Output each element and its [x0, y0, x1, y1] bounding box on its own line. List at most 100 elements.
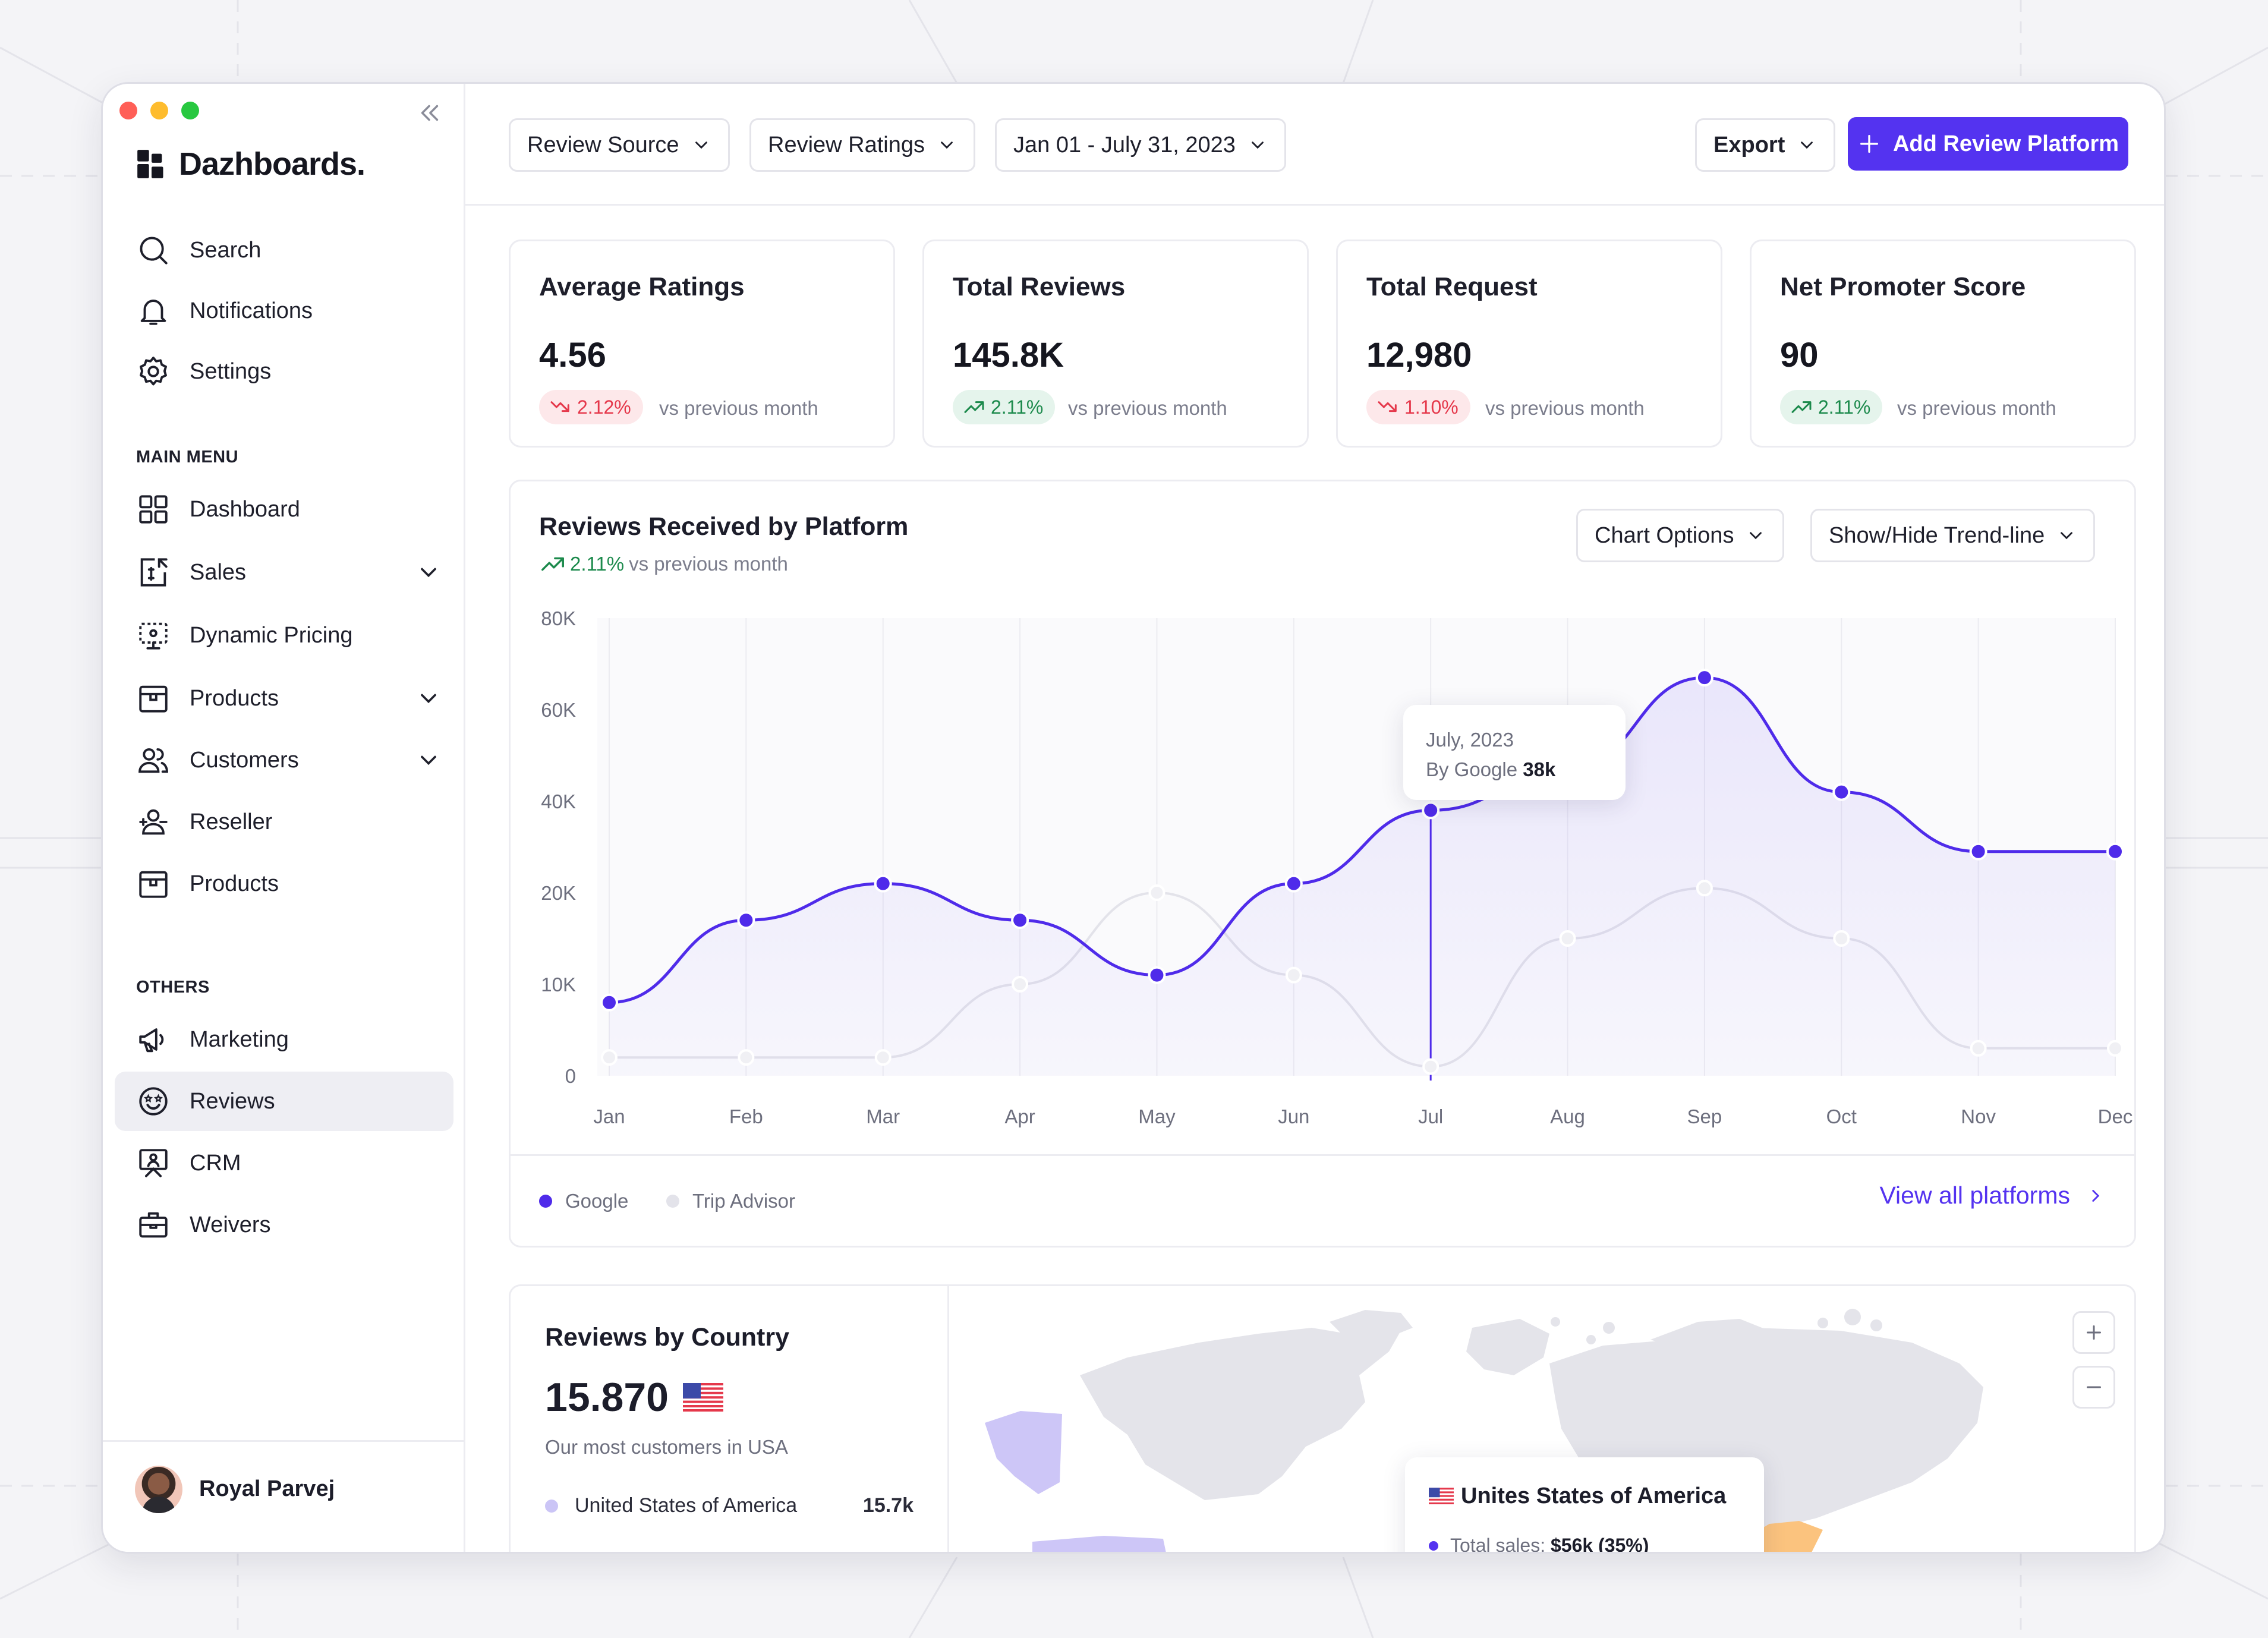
legend-item-trip-advisor[interactable]: Trip Advisor: [666, 1190, 795, 1212]
map-tooltip-sales: Total sales: $56k (35%): [1429, 1535, 1649, 1554]
brand-logo[interactable]: Dazhboards.: [136, 146, 366, 182]
country-total: 15.870: [545, 1374, 723, 1420]
sidebar-item-label: CRM: [190, 1150, 241, 1176]
legend-item-google[interactable]: Google: [539, 1190, 628, 1212]
sidebar-item-dynamic-pricing[interactable]: Dynamic Pricing: [115, 606, 453, 665]
sidebar-item-label: Marketing: [190, 1026, 289, 1052]
legend-label: Google: [565, 1190, 629, 1212]
add-review-platform-button[interactable]: Add Review Platform: [1848, 117, 2128, 171]
change-badge: 2.12%: [539, 390, 643, 424]
maximize-window-button[interactable]: [181, 102, 199, 119]
sidebar-item-label: Customers: [190, 747, 299, 773]
stat-value: 4.56: [539, 336, 606, 374]
sidebar-item-dashboard[interactable]: Dashboard: [115, 480, 453, 539]
tooltip-body: By Google 38k: [1426, 758, 1555, 781]
minimize-window-button[interactable]: [150, 102, 168, 119]
close-window-button[interactable]: [119, 102, 137, 119]
x-tick-label: Jan: [593, 1105, 625, 1127]
point-trip-advisor: [1285, 966, 1302, 984]
date-range-dropdown[interactable]: Jan 01 - July 31, 2023: [995, 118, 1286, 172]
change-caption: vs previous month: [1068, 397, 1227, 419]
sidebar-item-weivers[interactable]: Weivers: [115, 1195, 453, 1255]
map-zoom-in-button[interactable]: [2072, 1311, 2115, 1354]
x-tick-label: Mar: [866, 1105, 900, 1127]
point-trip-advisor: [1422, 1058, 1439, 1075]
sales-value: $56k (35%): [1550, 1535, 1649, 1554]
sidebar: Dazhboards. Search Notifications Setting…: [103, 84, 465, 1552]
point-google: [1284, 874, 1303, 893]
sidebar-item-label: Sales: [190, 559, 247, 585]
sidebar-item-reviews[interactable]: Reviews: [115, 1072, 453, 1131]
stat-card-total-request: Total Request 12,980 1.10% vs previous m…: [1336, 240, 1722, 448]
chevron-right-icon: [2092, 1189, 2100, 1202]
point-trip-advisor: [1833, 930, 1850, 947]
point-google: [1969, 842, 1987, 861]
chart-subtitle: 2.11% vs previous month: [539, 550, 788, 578]
change-badge: 2.11%: [953, 390, 1056, 424]
sidebar-item-crm[interactable]: CRM: [115, 1133, 453, 1193]
stat-card-total-reviews: Total Reviews 145.8K 2.11% vs previous m…: [922, 240, 1309, 448]
trend-line-dropdown[interactable]: Show/Hide Trend-line: [1810, 509, 2096, 562]
chevron-down-icon[interactable]: [415, 559, 442, 585]
x-tick-label: Nov: [1961, 1105, 1996, 1127]
sidebar-item-label: Search: [190, 237, 262, 263]
map-zoom-out-button[interactable]: [2072, 1366, 2115, 1409]
chevron-down-icon[interactable]: [415, 685, 442, 711]
stat-value: 145.8K: [953, 336, 1064, 374]
sidebar-item-search[interactable]: Search: [115, 220, 453, 280]
legend-dot: [666, 1195, 679, 1208]
top-toolbar: Review Source Review Ratings Jan 01 - Ju…: [465, 84, 2164, 206]
chevron-down-icon: [941, 141, 953, 149]
collapse-sidebar-icon[interactable]: [415, 99, 443, 127]
chart-change: 2.11%: [539, 550, 624, 578]
brand-name: Dazhboards.: [179, 146, 366, 182]
sidebar-item-label: Products: [190, 871, 279, 896]
chart-footer-divider: [511, 1154, 2134, 1156]
user-profile[interactable]: Royal Parvej: [103, 1440, 464, 1552]
sidebar-item-sales[interactable]: Sales: [115, 543, 453, 602]
change-caption: vs previous month: [1485, 397, 1645, 419]
point-google: [874, 874, 892, 893]
change-value: 1.10%: [1404, 396, 1459, 418]
map-tooltip: Unites States of America Total sales: $5…: [1405, 1457, 1764, 1554]
tooltip-label: By Google: [1426, 758, 1518, 780]
review-ratings-dropdown[interactable]: Review Ratings: [749, 118, 975, 172]
review-source-dropdown[interactable]: Review Source: [509, 118, 730, 172]
chevron-down-icon[interactable]: [415, 747, 442, 773]
stat-value: 12,980: [1366, 336, 1472, 374]
sidebar-item-label: Weivers: [190, 1212, 271, 1237]
y-tick-label: 20K: [541, 882, 576, 904]
change-value: 2.11%: [1818, 396, 1871, 418]
trend-down-icon: [1378, 401, 1397, 412]
sidebar-item-reseller[interactable]: Reseller: [115, 792, 453, 852]
panel-divider: [947, 1286, 949, 1552]
sidebar-item-customers[interactable]: Customers: [115, 730, 453, 790]
sidebar-item-products-2[interactable]: Products: [115, 854, 453, 914]
sales-icon: [140, 558, 168, 587]
y-tick-label: 40K: [541, 790, 576, 812]
stat-title: Net Promoter Score: [1780, 272, 2026, 301]
view-all-platforms-link[interactable]: View all platforms: [1879, 1182, 2106, 1209]
list-item[interactable]: United States of America 15.7k: [545, 1494, 914, 1517]
sidebar-item-notifications[interactable]: Notifications: [115, 281, 453, 341]
x-tick-label: Feb: [729, 1105, 763, 1127]
stat-card-net-promoter-score: Net Promoter Score 90 2.11% vs previous …: [1750, 240, 2136, 448]
sidebar-item-settings[interactable]: Settings: [115, 342, 453, 401]
sidebar-item-products[interactable]: Products: [115, 669, 453, 728]
reviews-line-chart[interactable]: 80K 60K 40K 20K 10K 0 Jan Feb Mar Apr May Jun Jul Aug…: [511, 481, 2138, 1249]
country-note: Our most customers in USA: [545, 1436, 788, 1458]
export-dropdown[interactable]: Export: [1695, 118, 1836, 172]
sidebar-item-label: Notifications: [190, 298, 313, 323]
country-value: 15.7k: [862, 1494, 914, 1517]
x-tick-label: Jun: [1278, 1105, 1309, 1127]
stat-title: Total Request: [1366, 272, 1538, 301]
grid-icon: [139, 495, 168, 524]
sidebar-item-marketing[interactable]: Marketing: [115, 1010, 453, 1069]
x-tick-label: Aug: [1550, 1105, 1585, 1127]
chart-options-dropdown[interactable]: Chart Options: [1576, 509, 1785, 562]
main-menu-heading: MAIN MENU: [136, 448, 239, 467]
y-tick-label: 60K: [541, 699, 576, 721]
map-region-usa: [1032, 1536, 1166, 1552]
reviews-by-country-card: Reviews by Country 15.870 Our most custo…: [509, 1284, 2136, 1554]
